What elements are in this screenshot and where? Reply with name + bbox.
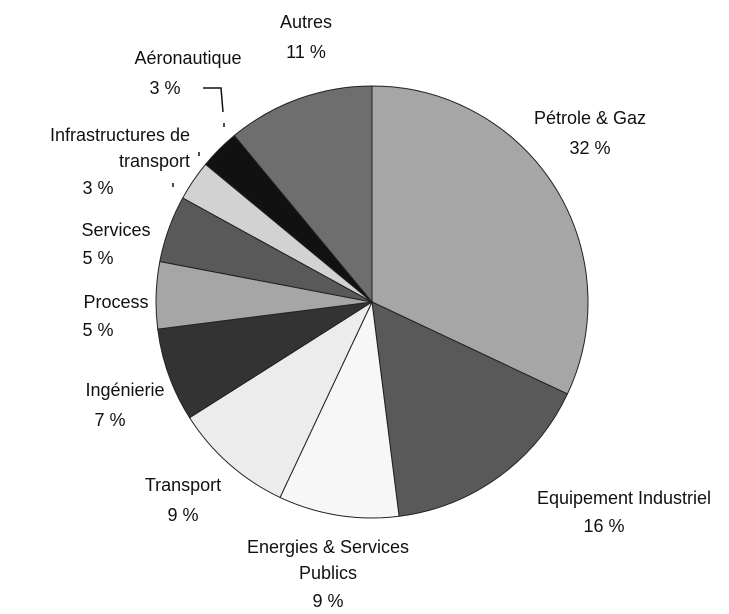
value-label: 9 % [312,591,344,611]
slice-label: Autres [279,12,333,32]
slice-label: Ingénierie [85,380,165,400]
pie-slice [371,301,569,517]
leader-lines [172,87,225,187]
pie-slice [279,300,400,519]
slice-label: Pétrole & Gaz [533,108,647,128]
slice-label: Equipement Industriel [536,488,712,508]
value-label: 3 % [82,178,114,198]
value-label: 3 % [149,78,181,98]
value-label: 32 % [569,138,611,158]
pie-slice [371,85,589,395]
slice-label: Energies & Services Publics [246,537,410,583]
slice-label: Services [81,220,151,240]
slice-label: Aéronautique [134,48,242,68]
value-label: 16 % [583,516,625,536]
value-label: 5 % [82,248,114,268]
pie-slice [188,300,374,499]
value-label: 7 % [94,410,126,430]
slice-label: Transport [144,475,222,495]
slice-label: Infrastructures de transport [49,125,190,171]
value-label: 11 % [286,42,326,62]
leader-line [203,87,224,113]
value-label: 9 % [167,505,199,525]
slice-label: Process [83,292,149,312]
value-label: 5 % [82,320,114,340]
pie-slice [233,85,373,304]
